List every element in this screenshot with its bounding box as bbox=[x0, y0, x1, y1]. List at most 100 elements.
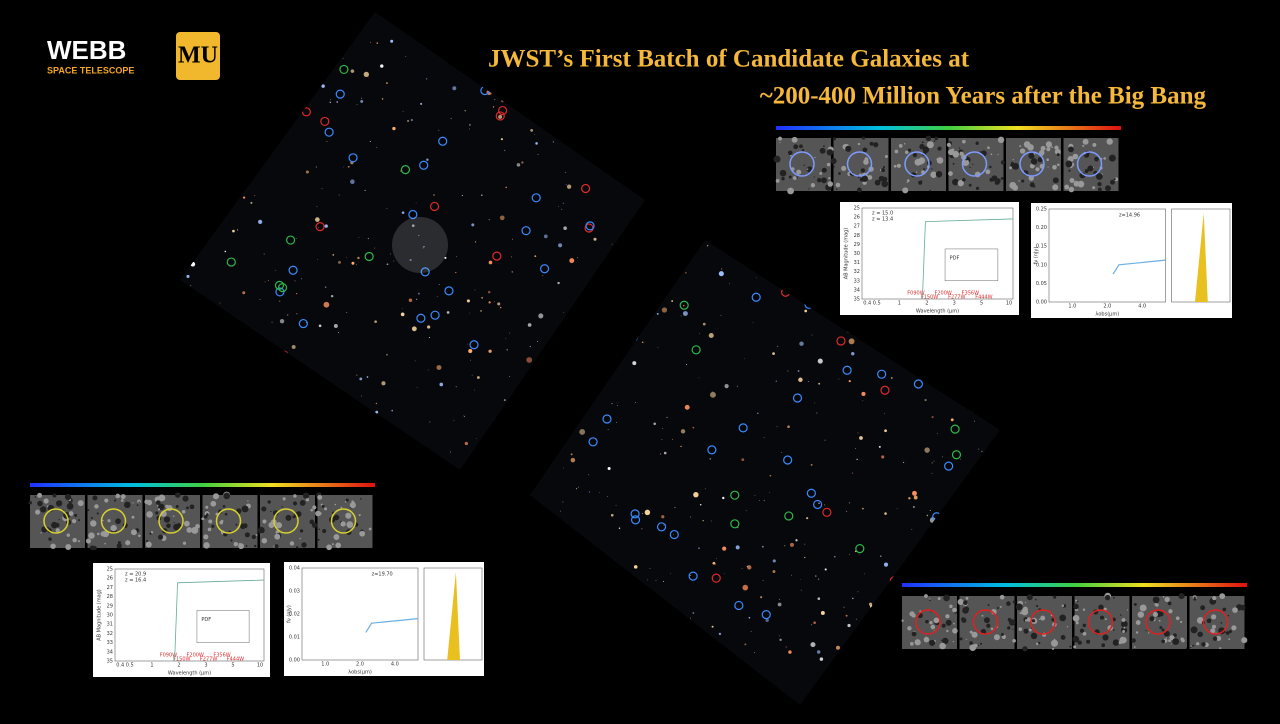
filter-label: F150W bbox=[173, 657, 190, 663]
y-tick-label: 0.03 bbox=[289, 589, 300, 595]
noise bbox=[1028, 628, 1032, 632]
noise bbox=[952, 162, 955, 165]
star bbox=[351, 261, 355, 265]
noise bbox=[1197, 631, 1203, 638]
star bbox=[962, 398, 968, 405]
noise bbox=[245, 545, 248, 547]
star bbox=[854, 447, 856, 449]
candidate-marker bbox=[926, 532, 936, 543]
noise bbox=[321, 504, 325, 508]
noise bbox=[1075, 621, 1079, 625]
noise bbox=[1056, 153, 1060, 157]
star bbox=[848, 502, 850, 504]
noise bbox=[975, 186, 980, 190]
star bbox=[224, 250, 227, 253]
star bbox=[466, 299, 470, 303]
candidate-marker bbox=[298, 318, 308, 329]
filter-label: F444W bbox=[975, 295, 992, 301]
noise bbox=[1216, 635, 1222, 641]
x-tick-label: 1.0 bbox=[1068, 304, 1076, 310]
star bbox=[387, 448, 391, 452]
noise bbox=[1040, 145, 1046, 151]
y-tick-label: 25 bbox=[107, 567, 113, 573]
noise bbox=[946, 629, 949, 633]
noise bbox=[906, 181, 908, 184]
star bbox=[673, 534, 674, 536]
y-tick-label: 31 bbox=[854, 260, 860, 266]
noise bbox=[971, 631, 978, 638]
star bbox=[574, 98, 578, 102]
star bbox=[250, 351, 252, 353]
spectrum bbox=[1112, 259, 1166, 275]
star bbox=[991, 327, 992, 329]
star bbox=[772, 260, 777, 265]
noise bbox=[808, 188, 810, 190]
cutout-marker bbox=[915, 609, 941, 635]
star bbox=[583, 386, 585, 388]
noise bbox=[173, 521, 175, 523]
star bbox=[951, 499, 956, 505]
star bbox=[366, 421, 368, 423]
noise bbox=[1162, 595, 1165, 598]
candidate-marker bbox=[585, 221, 595, 231]
noise bbox=[896, 163, 901, 168]
noise bbox=[894, 149, 899, 154]
star bbox=[409, 259, 412, 262]
noise bbox=[1101, 643, 1106, 648]
star bbox=[880, 555, 882, 557]
star bbox=[398, 454, 400, 456]
noise bbox=[359, 530, 366, 537]
noise bbox=[270, 510, 272, 513]
candidate-marker bbox=[364, 251, 374, 262]
star bbox=[777, 345, 779, 347]
star bbox=[505, 337, 507, 339]
noise bbox=[1168, 609, 1173, 614]
filter-label: F090W bbox=[160, 653, 177, 659]
star bbox=[391, 409, 394, 412]
star bbox=[180, 457, 182, 461]
star bbox=[186, 110, 188, 112]
star bbox=[758, 499, 760, 501]
star bbox=[763, 437, 765, 438]
star bbox=[817, 578, 820, 580]
star bbox=[498, 114, 503, 119]
star bbox=[985, 329, 988, 331]
star bbox=[563, 588, 565, 591]
star bbox=[279, 318, 285, 324]
star bbox=[536, 656, 538, 659]
star bbox=[662, 694, 664, 695]
star bbox=[469, 128, 470, 130]
star bbox=[685, 272, 687, 274]
candidate-marker bbox=[913, 379, 923, 389]
star bbox=[554, 670, 558, 673]
star bbox=[190, 261, 196, 267]
star bbox=[537, 154, 539, 156]
star bbox=[593, 237, 597, 241]
noise bbox=[285, 514, 292, 521]
noise bbox=[1201, 642, 1206, 647]
star bbox=[772, 570, 776, 573]
star bbox=[816, 412, 818, 414]
star bbox=[572, 421, 577, 426]
star bbox=[657, 346, 659, 348]
star bbox=[455, 256, 457, 258]
noise bbox=[1061, 604, 1065, 607]
star bbox=[750, 631, 752, 633]
candidate-marker bbox=[220, 152, 230, 162]
noise bbox=[969, 630, 973, 634]
noise bbox=[1149, 616, 1155, 622]
star bbox=[571, 411, 577, 417]
star bbox=[901, 680, 905, 683]
star bbox=[549, 510, 551, 512]
noise bbox=[791, 136, 798, 143]
x-tick-label: 4.0 bbox=[391, 662, 399, 668]
star bbox=[571, 608, 573, 610]
star bbox=[945, 672, 950, 678]
star bbox=[369, 141, 371, 143]
y-axis-label: fν (nJy) bbox=[287, 605, 293, 623]
star bbox=[455, 386, 457, 388]
star bbox=[401, 21, 404, 23]
noise bbox=[1159, 626, 1163, 629]
star bbox=[561, 432, 562, 434]
